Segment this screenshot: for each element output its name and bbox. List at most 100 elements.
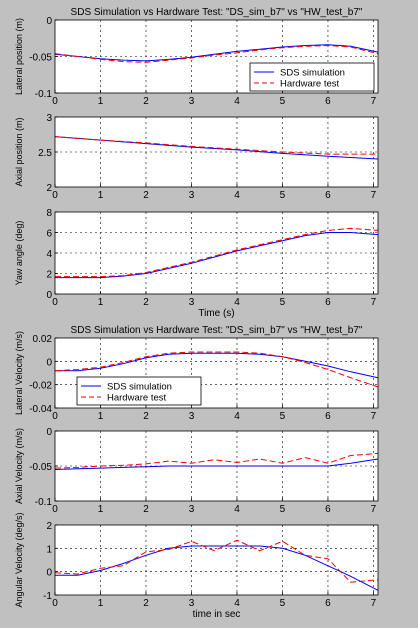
x-tick-label: 4 (234, 504, 240, 515)
chart-panel-1: 0 1 2 3 4 5 6 7 0 -0.05 -0.1 SDS Simulation vs Hard… (14, 7, 379, 107)
legend-box (76, 376, 202, 406)
x-tick-label: 5 (280, 598, 286, 609)
y-axis-label: Angular Velocity (deg/s) (14, 512, 24, 607)
x-tick-label: 7 (371, 297, 377, 308)
x-tick-label: 4 (234, 96, 240, 107)
series-line-hardware (54, 44, 379, 63)
x-tick-label: 2 (143, 504, 149, 515)
chart-title: SDS Simulation vs Hardware Test: "DS_sim… (71, 7, 363, 18)
y-tick-label: 3 (46, 113, 52, 124)
y-tick-label: -0.02 (29, 381, 52, 392)
x-tick-label: 4 (234, 297, 240, 308)
x-tick-label: 7 (371, 598, 377, 609)
legend-label: Hardware test (280, 79, 339, 90)
x-tick-label: 6 (325, 190, 331, 201)
y-tick-label: -0.1 (35, 89, 53, 100)
x-tick-label: 6 (325, 504, 331, 515)
x-tick-label: 2 (143, 297, 149, 308)
chart-panel-5: 0 1 2 3 4 5 6 7 0 -0.05 -0.1 Axial Velocity (m/s) (14, 427, 379, 515)
x-tick-label: 4 (234, 190, 240, 201)
y-axis-label: Axial position (m) (14, 117, 24, 186)
x-tick-label: 0 (52, 598, 58, 609)
y-tick-label: 4 (46, 249, 52, 260)
y-axis-label: Lateral Velocity (m/s) (14, 331, 24, 415)
y-tick-label: -0.05 (29, 462, 52, 473)
x-axis-label: time in sec (193, 609, 241, 620)
x-tick-label: 1 (98, 598, 104, 609)
x-tick-label: 1 (98, 297, 104, 308)
legend-box (249, 62, 375, 92)
x-tick-label: 5 (280, 96, 286, 107)
x-tick-label: 5 (280, 190, 286, 201)
legend-label: SDS simulation (107, 382, 172, 393)
x-tick-label: 0 (52, 297, 58, 308)
y-tick-label: -0.1 (35, 497, 53, 508)
x-tick-label: 7 (371, 96, 377, 107)
x-tick-label: 3 (189, 598, 195, 609)
x-tick-label: 1 (98, 504, 104, 515)
x-axis-label: Time (s) (198, 308, 234, 319)
y-tick-label: 8 (46, 208, 52, 219)
series-line-simulation (55, 232, 379, 279)
x-tick-label: 3 (189, 504, 195, 515)
plot-area (55, 525, 378, 595)
x-tick-label: 3 (189, 96, 195, 107)
y-tick-label: 1 (46, 544, 52, 555)
x-tick-label: 4 (234, 598, 240, 609)
y-axis-label: Yaw angle (deg) (14, 221, 24, 286)
x-tick-label: 3 (189, 297, 195, 308)
y-tick-label: 0.02 (33, 334, 53, 345)
series-line-simulation (54, 44, 379, 62)
x-tick-label: 2 (143, 96, 149, 107)
x-tick-label: 5 (280, 411, 286, 422)
x-tick-label: 0 (52, 190, 58, 201)
legend-label: Hardware test (107, 393, 166, 404)
series-line-simulation (55, 352, 379, 379)
x-tick-label: 6 (325, 598, 331, 609)
x-tick-label: 0 (52, 504, 58, 515)
y-tick-label: 0 (46, 290, 52, 301)
chart-panel-4: 0 1 2 3 4 5 6 7 0.02 0 -0.02 -0.04 SDS Simulation vs… (14, 325, 379, 422)
x-tick-label: 4 (234, 411, 240, 422)
x-tick-label: 3 (189, 190, 195, 201)
x-tick-label: 7 (371, 411, 377, 422)
y-tick-label: 2.5 (38, 148, 52, 159)
x-tick-label: 7 (371, 190, 377, 201)
x-tick-label: 5 (280, 297, 286, 308)
x-tick-label: 1 (98, 96, 104, 107)
y-tick-label: 2 (46, 270, 52, 281)
y-tick-label: 0 (46, 568, 52, 579)
x-tick-label: 6 (325, 411, 331, 422)
chart-panel-2: 0 1 2 3 4 5 6 7 3 2.5 2 Axial position (m) (14, 113, 379, 201)
series-line-simulation (54, 458, 379, 470)
chart-title: SDS Simulation vs Hardware Test: "DS_sim… (71, 325, 363, 336)
y-tick-label: -0.04 (29, 404, 52, 415)
series-line-hardware (54, 136, 378, 155)
x-tick-label: 6 (325, 297, 331, 308)
y-tick-label: -0.05 (29, 53, 52, 64)
series-line-hardware (55, 227, 379, 278)
y-axis-label: Axial Velocity (m/s) (14, 428, 24, 504)
y-tick-label: 2 (46, 183, 52, 194)
x-tick-label: 2 (143, 411, 149, 422)
legend-label: SDS simulation (280, 68, 345, 79)
x-tick-label: 0 (52, 411, 58, 422)
y-tick-label: 6 (46, 229, 52, 240)
y-tick-label: 2 (46, 521, 52, 532)
x-tick-label: 7 (371, 504, 377, 515)
x-tick-label: 3 (189, 411, 195, 422)
axes-frame (54, 337, 379, 409)
x-tick-label: 2 (143, 598, 149, 609)
axes-frame (54, 524, 379, 596)
x-tick-label: 1 (98, 411, 104, 422)
x-tick-label: 6 (325, 96, 331, 107)
y-tick-label: 0 (46, 16, 52, 27)
x-tick-label: 1 (98, 190, 104, 201)
y-tick-label: 0 (46, 357, 52, 368)
y-tick-label: 0 (46, 427, 52, 438)
x-tick-label: 2 (143, 190, 149, 201)
chart-panel-3: 0 1 2 3 4 5 6 7 8 6 4 2 0 Time (s) Yaw angle (deg) (14, 208, 379, 319)
